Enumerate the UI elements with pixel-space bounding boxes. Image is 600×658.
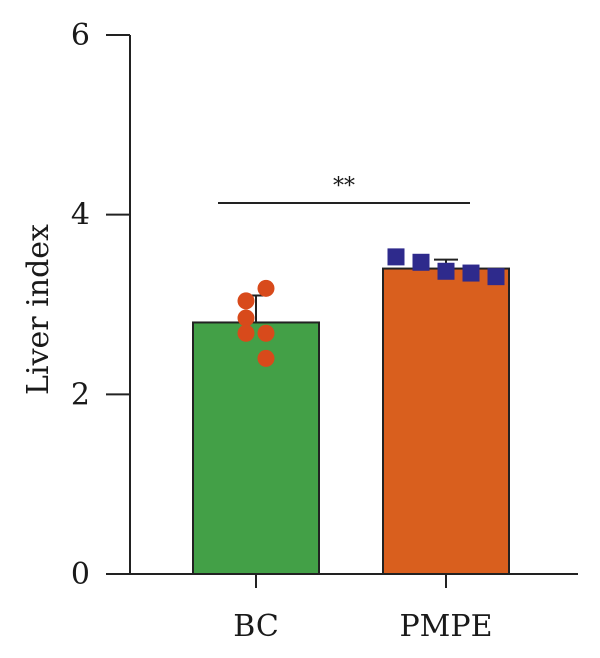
data-point-pmpe bbox=[487, 268, 505, 286]
y-tick-label: 2 bbox=[71, 377, 90, 412]
bar-pmpe bbox=[382, 267, 510, 575]
bars-layer bbox=[192, 267, 510, 576]
axes-layer bbox=[106, 34, 578, 588]
y-tick-label: 0 bbox=[71, 557, 90, 592]
data-point-bc bbox=[257, 324, 275, 342]
data-point-pmpe bbox=[387, 248, 405, 266]
data-point-bc bbox=[237, 292, 255, 310]
bar-bc bbox=[192, 321, 320, 576]
data-point-pmpe bbox=[412, 253, 430, 271]
data-point-bc bbox=[257, 349, 275, 367]
y-axis-title: Liver index bbox=[21, 224, 56, 395]
y-tick-label: 4 bbox=[71, 198, 90, 233]
data-point-pmpe bbox=[437, 262, 455, 280]
labels-layer: 0 2 4 6 BC PMPE Liver index ** bbox=[21, 18, 493, 644]
x-tick-label-bc: BC bbox=[233, 609, 279, 644]
data-point-bc bbox=[237, 309, 255, 327]
significance-label: ** bbox=[333, 174, 355, 199]
y-tick-label: 6 bbox=[71, 18, 90, 53]
data-point-bc bbox=[257, 279, 275, 297]
data-point-pmpe bbox=[462, 264, 480, 282]
x-tick-label-pmpe: PMPE bbox=[400, 609, 493, 644]
data-point-bc bbox=[237, 324, 255, 342]
data-points-layer bbox=[237, 248, 505, 367]
